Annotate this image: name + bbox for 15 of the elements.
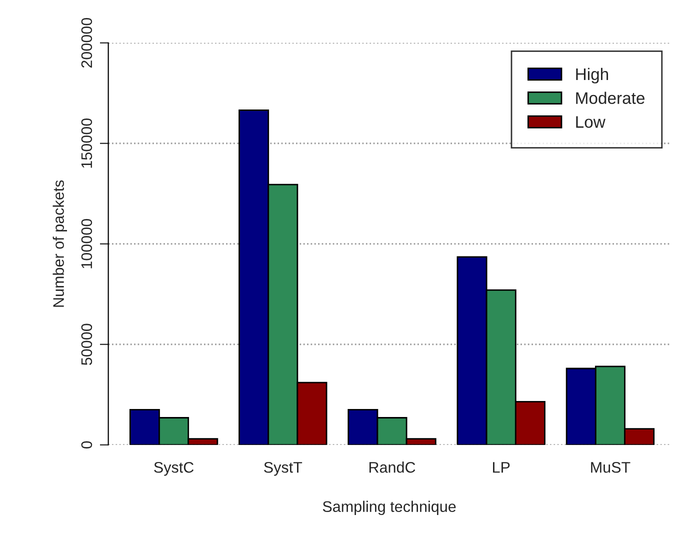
x-tick-label: MuST [591,462,630,473]
legend-label: High [576,68,608,84]
legend-label: Low [576,116,606,128]
x-tick-label: SystC [154,462,194,476]
x-axis-title: Sampling technique [322,500,456,516]
y-tick-label: 200000 [81,18,92,68]
legend-label: Moderate [576,92,644,104]
x-tick-label: RandC [369,462,416,473]
x-tick-label: LP [493,462,510,473]
y-tick-label: 150000 [81,118,92,168]
y-tick-label: 100000 [81,218,92,268]
y-tick-label: 50000 [81,324,92,366]
y-tick-label: 0 [81,441,92,449]
x-tick-label: SystT [264,462,302,476]
y-axis-title: Number of packets [52,180,67,307]
